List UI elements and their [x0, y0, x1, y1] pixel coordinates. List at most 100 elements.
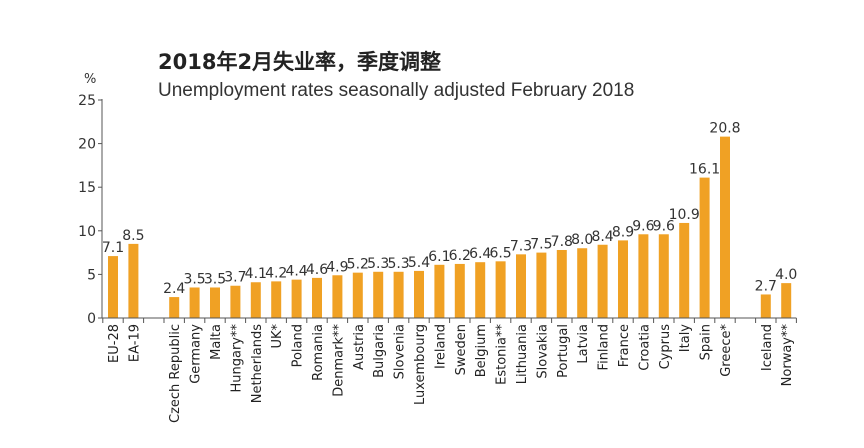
bar: [434, 264, 445, 318]
chart-subtitle: Unemployment rates seasonally adjusted F…: [158, 80, 635, 101]
data-label: 4.4: [285, 264, 307, 280]
y-tick-label: 20: [78, 137, 96, 153]
x-tick-label: Czech Republic: [168, 324, 183, 423]
y-tick-label: 5: [87, 267, 96, 283]
data-label: 8.0: [571, 232, 593, 248]
bar: [597, 244, 608, 318]
x-tick-label: Cyprus: [658, 324, 673, 370]
bar: [638, 234, 649, 318]
data-label: 4.1: [245, 266, 267, 282]
bar: [720, 136, 730, 318]
data-label: 6.1: [428, 249, 450, 265]
x-tick-label: EU-28: [107, 324, 122, 363]
y-axis-label: %: [84, 72, 96, 87]
y-tick-label: 0: [87, 311, 96, 327]
x-tick-label: Latvia: [576, 324, 591, 364]
x-tick-label: Norway**: [780, 324, 795, 387]
x-tick-label: Croatia: [637, 324, 652, 371]
bar: [679, 222, 690, 318]
bar: [271, 281, 282, 318]
x-tick-label: Bulgaria: [372, 324, 387, 378]
data-label: 6.4: [469, 246, 491, 262]
bar: [495, 261, 506, 318]
x-tick-label: Ireland: [433, 324, 448, 369]
data-label: 4.0: [775, 267, 797, 283]
data-label: 16.1: [689, 162, 720, 178]
x-tick-label: Luxembourg: [413, 324, 428, 405]
bar: [760, 294, 771, 318]
bar: [618, 240, 628, 318]
bar: [536, 252, 547, 318]
bar: [699, 177, 710, 318]
data-label: 6.2: [449, 248, 471, 264]
x-tick-label: Austria: [352, 324, 367, 370]
data-label: 3.7: [224, 270, 246, 286]
data-label: 7.8: [551, 234, 573, 250]
y-tick-label: 25: [78, 93, 96, 109]
bar: [210, 287, 220, 318]
data-label: 7.1: [102, 240, 124, 256]
bar: [108, 256, 118, 318]
x-tick-label: Belgium: [474, 324, 489, 377]
data-label: 8.4: [591, 229, 613, 245]
data-label: 8.5: [122, 228, 144, 244]
bar: [454, 263, 465, 318]
data-label: 3.5: [204, 271, 226, 287]
bar: [291, 279, 302, 318]
x-tick-label: Lithuania: [515, 324, 530, 384]
data-label: 5.2: [347, 257, 369, 273]
bar: [352, 272, 363, 318]
bar: [373, 271, 384, 318]
x-tick-label: Slovakia: [535, 324, 550, 379]
data-label: 9.6: [632, 218, 654, 234]
data-label: 5.4: [408, 255, 430, 271]
data-label: 9.6: [653, 218, 675, 234]
x-tick-label: Greece*: [719, 324, 734, 377]
x-tick-label: Malta: [209, 324, 224, 360]
x-tick-label: EA-19: [127, 324, 142, 362]
x-tick-label: Slovenia: [393, 324, 408, 379]
x-tick-label: Finland: [597, 324, 612, 370]
bar: [658, 234, 669, 318]
bar: [169, 297, 180, 318]
data-label: 4.6: [306, 262, 328, 278]
x-tick-label: Germany: [189, 324, 204, 384]
bar: [189, 287, 200, 318]
bar: [393, 271, 404, 318]
x-tick-label: Sweden: [454, 324, 469, 375]
data-label: 5.3: [387, 256, 409, 272]
x-tick-label: France: [617, 324, 632, 367]
x-tick-label: Italy: [678, 324, 693, 353]
x-tick-label: Poland: [291, 324, 306, 367]
bar: [577, 248, 588, 318]
x-tick-label: Spain: [699, 324, 714, 360]
data-label: 6.5: [489, 245, 511, 261]
chart-title: 2018年2月失业率，季度调整: [158, 50, 442, 74]
data-label: 2.4: [163, 281, 185, 297]
x-tick-label: Estonia**: [495, 324, 510, 385]
data-label: 2.7: [755, 278, 777, 294]
bar: [332, 275, 343, 318]
bar: [516, 254, 526, 318]
data-label: 7.3: [510, 238, 532, 254]
data-label: 3.5: [183, 271, 205, 287]
x-tick-label: Denmark**: [331, 324, 346, 397]
data-label: 10.9: [669, 207, 700, 223]
x-tick-label: Iceland: [760, 324, 775, 371]
data-label: 8.9: [612, 224, 634, 240]
x-tick-label: Netherlands: [250, 324, 265, 403]
bar: [556, 249, 567, 318]
data-label: 20.8: [709, 121, 740, 137]
x-tick-label: Romania: [311, 324, 326, 381]
bar: [414, 270, 424, 318]
data-label: 5.3: [367, 256, 389, 272]
bar: [781, 283, 792, 318]
bar: [230, 285, 241, 318]
bar: [475, 262, 486, 318]
bar: [128, 243, 139, 318]
bar: [250, 282, 261, 318]
data-label: 7.5: [530, 237, 552, 253]
x-tick-label: Portugal: [556, 324, 571, 378]
